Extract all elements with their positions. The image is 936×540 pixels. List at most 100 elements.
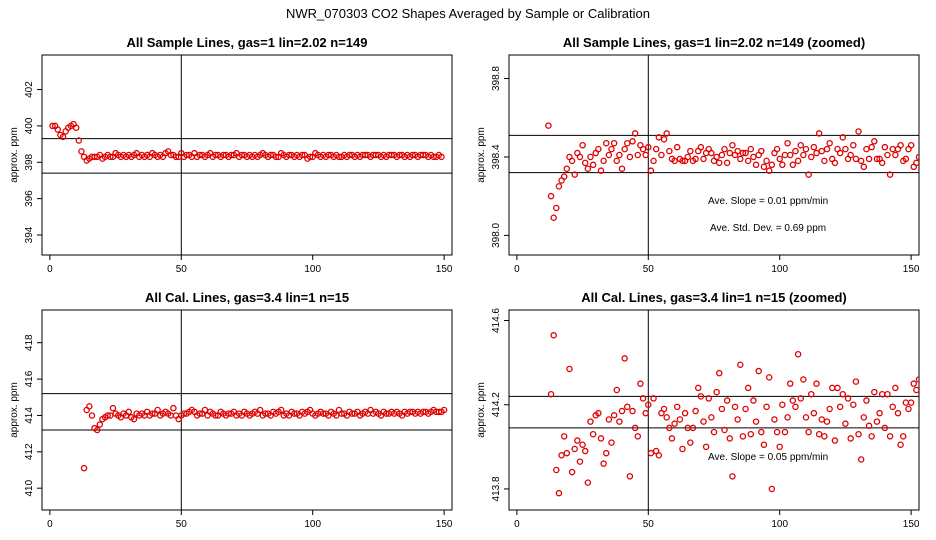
data-point [692,407,699,415]
data-point [608,145,615,153]
data-point [855,430,862,438]
data-point [618,407,626,415]
data-point [873,418,881,425]
data-point [647,167,655,174]
data-point [713,388,720,396]
data-point [763,157,770,165]
data-point [440,406,448,414]
data-point [850,141,857,149]
plot-frame [41,309,453,511]
data-point [723,397,731,404]
data-point [763,403,770,411]
data-point [645,143,652,151]
data-point [574,437,581,444]
data-point [927,158,932,163]
data-point [784,139,791,147]
data-point [59,133,67,141]
data-point [860,414,868,421]
annotation: Ave. Slope = 0.05 ppm/min [708,452,828,463]
data-point [729,473,736,480]
data-point [616,418,623,425]
data-point [639,395,647,402]
data-point [107,153,114,161]
data-point [718,405,726,413]
data-point [823,418,831,425]
data-point [721,145,728,153]
data-point [595,409,602,417]
data-point [550,214,557,221]
data-point [668,435,676,442]
data-point [684,153,691,161]
panel-cal-lines: All Cal. Lines, gas=3.4 lin=1 n=15 0 50 100… [9,290,453,530]
data-point [563,449,571,457]
data-point [600,157,607,165]
data-point [721,426,728,434]
data-point [897,441,904,448]
data-point [624,403,631,411]
data-point [306,153,314,161]
data-point [902,155,910,163]
data-point [734,147,741,155]
data-point [49,122,56,130]
y-tick-label: 398 [24,153,35,170]
data-point [571,171,578,178]
data-point [742,149,749,157]
y-tick-label: 414.6 [491,308,502,333]
data-point [80,464,88,472]
data-point [922,162,927,167]
data-point [786,151,794,159]
data-point [584,479,592,486]
data-point [547,390,555,398]
data-point [125,408,132,416]
data-point [650,157,657,165]
data-point [671,420,678,427]
data-point [679,445,686,453]
data-point [679,157,686,165]
data-point [629,138,636,145]
data-point [850,401,857,408]
data-point [272,153,280,161]
data-point [829,384,836,392]
data-point [865,155,873,163]
data-point [792,403,799,411]
data-point [857,456,865,463]
data-point [768,161,776,169]
data-point [915,376,919,383]
data-point [847,151,854,159]
x-tick-label: 50 [176,264,188,275]
data-point [576,153,584,161]
data-point [865,422,873,430]
data-point [555,183,563,190]
data-point [789,161,797,169]
data-point [815,130,823,137]
data-point [277,406,285,414]
data-point [660,136,668,143]
data-point [821,157,828,165]
data-point [881,143,889,151]
x-tick-label: 0 [47,264,53,275]
data-point [752,418,760,425]
data-point [650,395,657,402]
data-point [170,404,177,412]
data-point [72,124,80,131]
data-point [639,145,647,153]
data-point [566,365,573,373]
data-point [779,161,786,169]
data-point [597,167,605,174]
data-point [610,412,618,419]
data-point [863,397,870,404]
data-point [571,445,578,453]
data-point [652,145,660,153]
x-tick-label: 50 [643,519,655,530]
data-point [568,468,576,476]
data-point [723,159,731,167]
data-point [663,414,670,421]
data-point [700,155,707,163]
data-point [868,143,875,151]
data-point [847,435,854,442]
data-point [776,155,783,163]
data-point [196,410,203,417]
data-point [910,380,917,387]
x-tick-label: 100 [304,519,321,530]
